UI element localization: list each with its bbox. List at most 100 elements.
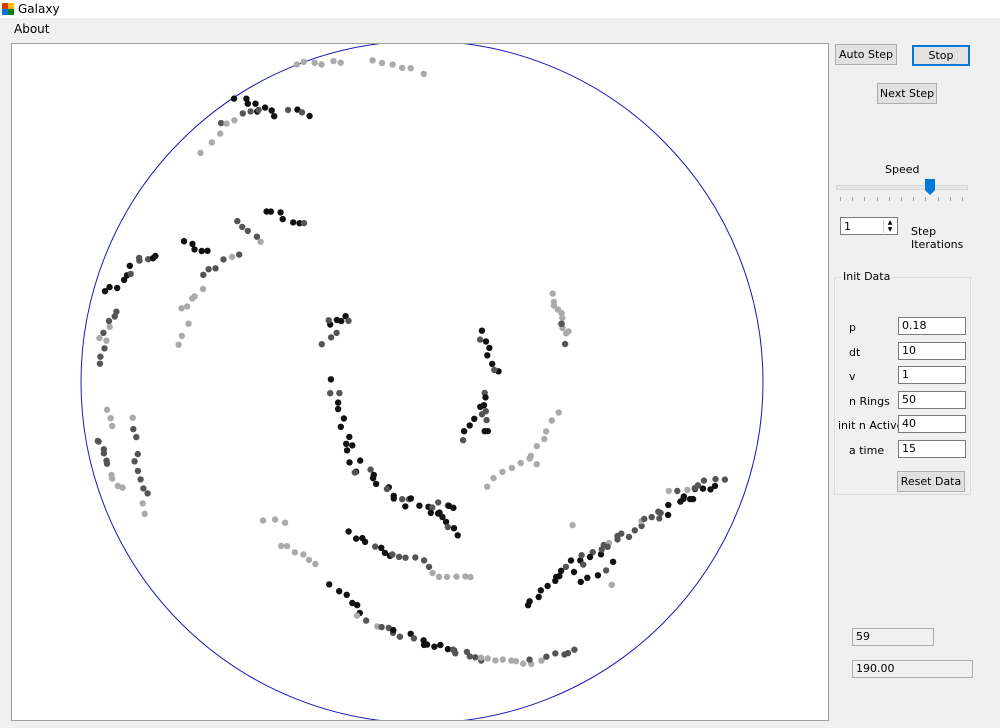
star-dot (538, 587, 544, 593)
star-dot (135, 451, 141, 457)
next-step-button[interactable]: Next Step (877, 83, 937, 104)
star-dot (435, 499, 441, 505)
star-dot (603, 567, 609, 573)
star-dot (478, 655, 484, 661)
star-dot (569, 522, 575, 528)
slider-tick (950, 197, 951, 201)
reset-data-button[interactable]: Reset Data (897, 471, 965, 492)
menu-bar: About (0, 18, 1000, 42)
menu-about[interactable]: About (8, 22, 55, 36)
star-dot (453, 573, 459, 579)
spin-up-icon[interactable]: ▲ (884, 219, 896, 226)
star-dot (192, 293, 198, 299)
star-dot (562, 341, 568, 347)
star-dot (269, 107, 275, 113)
n-rings-field[interactable]: 50 (898, 391, 966, 409)
star-dot (712, 483, 718, 489)
star-dot (330, 58, 336, 64)
star-dot (674, 488, 680, 494)
star-dot (197, 150, 203, 156)
time-readout: 190.00 (852, 660, 973, 678)
star-dot (335, 399, 341, 405)
star-dot (333, 330, 339, 336)
star-dot (534, 461, 540, 467)
galaxy-plot (12, 44, 828, 720)
star-dot (231, 117, 237, 123)
star-dot (127, 263, 133, 269)
star-dot (526, 598, 532, 604)
star-dot (499, 469, 505, 475)
star-dot (431, 644, 437, 650)
star-dot (479, 328, 485, 334)
star-dot (140, 500, 146, 506)
dt-field[interactable]: 10 (898, 342, 966, 360)
v-field[interactable]: 1 (898, 366, 966, 384)
star-dot (384, 486, 390, 492)
field-label-init-n-active: init n Active (838, 419, 903, 432)
init-data-title: Init Data (841, 270, 892, 283)
field-label-a-time: a time (849, 444, 884, 457)
star-dot (107, 324, 113, 330)
star-dot (345, 528, 351, 534)
star-dot (526, 656, 532, 662)
star-dot (335, 406, 341, 412)
spinner[interactable]: ▲ ▼ (883, 219, 896, 233)
star-dot (367, 466, 373, 472)
step-iterations-stepper[interactable]: 1 ▲ ▼ (840, 217, 898, 235)
star-dot (344, 592, 350, 598)
stop-button[interactable]: Stop (912, 45, 970, 66)
speed-label: Speed (885, 163, 919, 176)
star-dot (109, 423, 115, 429)
star-dot (695, 482, 701, 488)
a-time-field[interactable]: 15 (898, 440, 966, 458)
star-dot (421, 71, 427, 77)
star-dot (391, 495, 397, 501)
star-dot (101, 450, 107, 456)
star-dot (461, 428, 467, 434)
star-dot (152, 253, 158, 259)
star-dot (231, 95, 237, 101)
star-dot (181, 238, 187, 244)
star-dot (428, 510, 434, 516)
star-field (95, 57, 729, 667)
star-dot (558, 568, 564, 574)
star-dot (354, 602, 360, 608)
star-dot (338, 318, 344, 324)
auto-step-button[interactable]: Auto Step (835, 44, 897, 65)
star-dot (550, 290, 556, 296)
star-dot (471, 416, 477, 422)
slider-thumb[interactable] (925, 179, 935, 195)
star-dot (136, 255, 142, 261)
star-dot (354, 612, 360, 618)
slider-track (836, 185, 968, 190)
star-dot (369, 57, 375, 63)
init-n-active-field[interactable]: 40 (898, 415, 966, 433)
star-dot (346, 434, 352, 440)
star-dot (319, 341, 325, 347)
star-dot (500, 656, 506, 662)
star-dot (402, 503, 408, 509)
boundary-circle (81, 44, 763, 720)
star-dot (445, 524, 451, 530)
star-dot (290, 219, 296, 225)
star-dot (103, 338, 109, 344)
star-dot (130, 426, 136, 432)
star-dot (299, 109, 305, 115)
field-label-v: v (849, 370, 856, 383)
star-dot (681, 493, 687, 499)
star-dot (609, 582, 615, 588)
star-dot (107, 415, 113, 421)
star-dot (272, 516, 278, 522)
star-dot (326, 317, 332, 323)
star-dot (113, 309, 119, 315)
star-dot (109, 475, 115, 481)
star-dot (701, 477, 707, 483)
star-dot (114, 285, 120, 291)
star-dot (353, 535, 359, 541)
p-field[interactable]: 0.18 (898, 317, 966, 335)
spin-down-icon[interactable]: ▼ (884, 226, 896, 233)
star-dot (513, 658, 519, 664)
speed-slider[interactable] (836, 176, 968, 206)
star-dot (641, 516, 647, 522)
star-dot (278, 543, 284, 549)
